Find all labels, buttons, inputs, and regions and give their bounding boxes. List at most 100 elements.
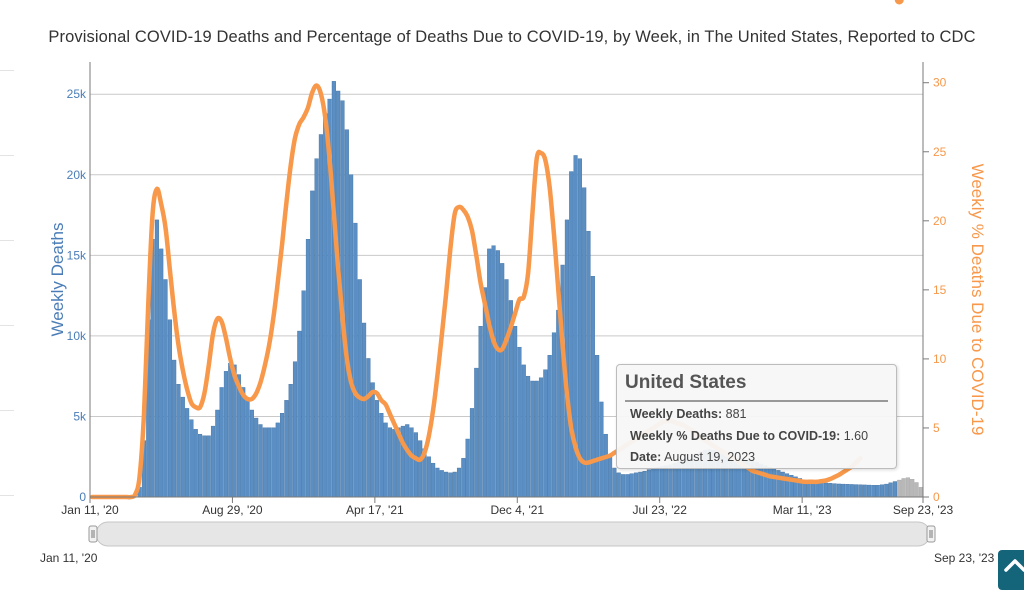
tooltip-value: 1.60 <box>844 429 868 443</box>
bar <box>181 397 185 497</box>
tooltip-title: United States <box>625 372 746 394</box>
bar <box>781 472 785 497</box>
bar <box>280 413 284 497</box>
bar <box>310 191 314 497</box>
y2-axis-title: Weekly % Deaths Due to COVID-19 <box>968 164 987 436</box>
bar <box>241 387 245 497</box>
bar <box>617 473 621 497</box>
x-tick-label: Dec 4, '21 <box>490 503 544 517</box>
navigator-handle[interactable] <box>89 526 97 542</box>
tooltip-value: 881 <box>726 407 747 421</box>
bar <box>345 130 349 497</box>
bar <box>893 482 897 497</box>
bar <box>634 473 638 497</box>
bar <box>505 280 509 498</box>
x-tick-label: Aug 29, '20 <box>202 503 263 517</box>
y2-tick-label: 15 <box>933 283 947 297</box>
x-tick-label: Sep 23, '23 <box>893 503 954 517</box>
bar <box>168 320 172 497</box>
bar <box>453 472 457 497</box>
bar <box>604 434 608 497</box>
bar <box>203 436 207 497</box>
bar <box>587 231 591 497</box>
bar <box>293 362 297 497</box>
bar <box>630 474 634 497</box>
bar <box>884 484 888 497</box>
bar <box>518 347 522 497</box>
y-tick-label: 0 <box>79 490 86 504</box>
bar <box>664 466 668 497</box>
y-tick-label: 5k <box>73 409 87 423</box>
bar <box>872 485 876 497</box>
bar <box>297 331 301 497</box>
x-tick-label: Mar 11, '23 <box>773 503 832 517</box>
y-tick-label: 20k <box>67 168 87 182</box>
bar <box>272 428 276 497</box>
tooltip-row-percent: Weekly % Deaths Due to COVID-19: 1.60 <box>630 429 868 443</box>
bar <box>651 468 655 497</box>
bar <box>254 418 258 497</box>
bar <box>621 474 625 497</box>
bar <box>552 333 556 497</box>
bar <box>215 410 219 497</box>
bar <box>496 251 500 498</box>
bar <box>764 466 768 497</box>
x-tick-label: Apr 17, '21 <box>346 503 404 517</box>
bar <box>371 383 375 497</box>
bar <box>815 482 819 497</box>
bar <box>289 384 293 497</box>
bar <box>492 246 496 497</box>
bar <box>440 470 444 497</box>
tooltip: United States Weekly Deaths: 881 Weekly … <box>616 364 897 469</box>
bar <box>354 223 358 497</box>
bar <box>531 381 535 497</box>
bar <box>436 468 440 497</box>
bar <box>349 175 353 497</box>
bar <box>315 159 319 497</box>
bar <box>457 468 461 497</box>
bar <box>915 483 919 498</box>
bar <box>500 263 504 497</box>
bar <box>388 428 392 497</box>
bar <box>414 433 418 497</box>
bar <box>867 485 871 497</box>
bar <box>854 485 858 497</box>
bar <box>535 381 539 497</box>
bar <box>358 280 362 498</box>
navigator-scrollbar <box>96 522 930 546</box>
bar <box>841 484 845 497</box>
bar <box>824 483 828 497</box>
bar <box>194 429 198 497</box>
bar <box>919 487 923 497</box>
tooltip-label: Date: <box>630 450 661 464</box>
bar <box>449 473 453 497</box>
bar <box>582 188 586 497</box>
bar <box>172 360 176 497</box>
bar <box>513 326 517 497</box>
bar <box>643 471 647 497</box>
bar <box>220 387 224 497</box>
bar <box>772 469 776 497</box>
bar <box>777 470 781 497</box>
bar <box>479 326 483 497</box>
y2-tick-label: 5 <box>933 421 940 435</box>
bar <box>276 423 280 497</box>
chevron-up-icon <box>1004 558 1024 572</box>
x-tick-label: Jul 23, '22 <box>633 503 688 517</box>
navigator-handle[interactable] <box>927 526 935 542</box>
bar <box>608 455 612 497</box>
bar <box>474 368 478 497</box>
y-tick-label: 10k <box>67 329 87 343</box>
bar <box>224 371 228 497</box>
scroll-to-top-button[interactable] <box>998 550 1024 590</box>
bar <box>906 478 910 497</box>
bar <box>410 428 414 497</box>
bar <box>431 463 435 497</box>
bar <box>427 457 431 497</box>
bar <box>155 220 159 497</box>
bar <box>319 135 323 498</box>
bar <box>306 239 310 497</box>
bar <box>638 472 642 497</box>
bar <box>211 426 215 497</box>
